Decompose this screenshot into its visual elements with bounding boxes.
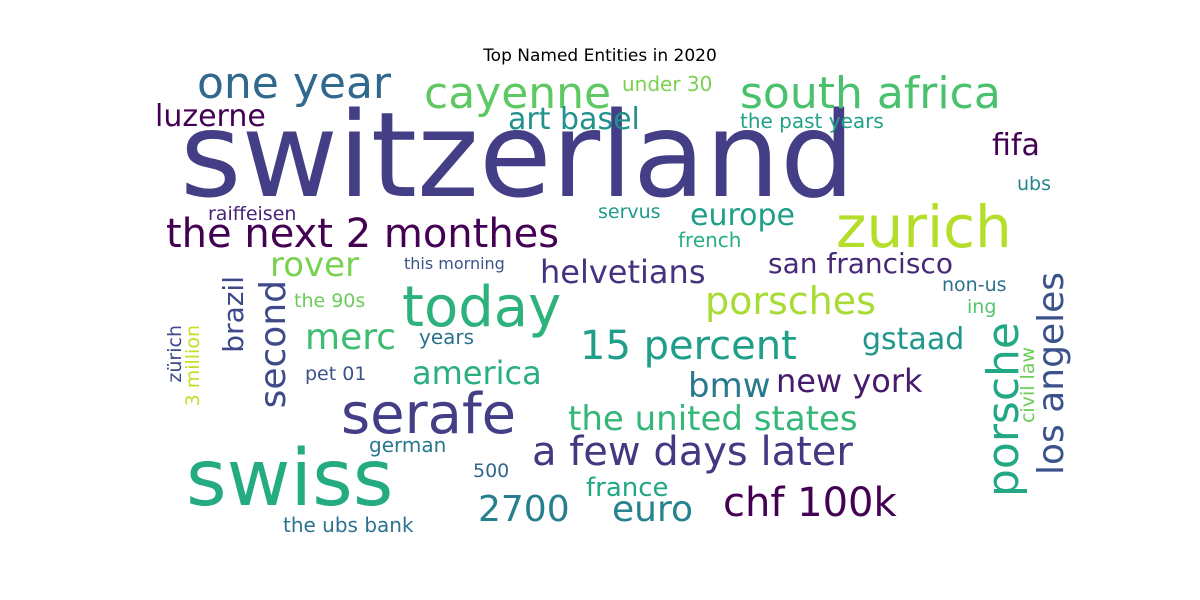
word-bmw: bmw [688, 366, 771, 406]
word-2700: 2700 [478, 489, 570, 530]
word-south-africa: south africa [740, 68, 1001, 119]
word-second: second [253, 280, 294, 409]
word-brazil: brazil [217, 276, 250, 353]
word-new-york: new york [776, 362, 923, 400]
word-europe: europe [690, 198, 795, 233]
word-under-30: under 30 [622, 72, 713, 96]
word-the-next-2-monthes: the next 2 monthes [166, 211, 560, 257]
word-america: america [412, 354, 542, 392]
word-rover: rover [270, 245, 360, 285]
chart-title: Top Named Entities in 2020 [483, 46, 717, 66]
word-the-united-states: the united states [568, 399, 858, 439]
word-one-year: one year [197, 58, 392, 109]
word-art-basel: art basel [508, 102, 640, 137]
word-switzerland: switzerland [180, 86, 855, 224]
word-non-us: non-us [942, 274, 1007, 296]
word-french: french [678, 228, 742, 252]
word-swiss: swiss [186, 434, 394, 524]
word-servus: servus [598, 201, 661, 223]
word-chf-100k: chf 100k [723, 480, 897, 526]
word-san-francisco: san francisco [768, 247, 953, 280]
word-the-ubs-bank: the ubs bank [283, 513, 414, 537]
word-euro: euro [612, 489, 693, 530]
word-ing: ing [967, 296, 997, 318]
word-zurich: zurich [836, 193, 1012, 261]
word-raiffeisen: raiffeisen [208, 203, 297, 225]
word-france: france [586, 473, 669, 503]
word-helvetians: helvetians [540, 253, 706, 291]
word-luzerne: luzerne [155, 99, 266, 134]
word-ubs: ubs [1017, 173, 1052, 195]
word-porsches: porsches [705, 279, 876, 323]
word-the-past-years: the past years [740, 109, 884, 133]
word-civil-law: civil law [1017, 347, 1039, 424]
word-15-percent: 15 percent [580, 323, 797, 369]
word-pet-01: pet 01 [305, 363, 367, 385]
word-years: years [419, 325, 475, 349]
word-today: today [402, 275, 562, 340]
word-german: german [369, 433, 447, 457]
word-fifa: fifa [992, 128, 1040, 163]
word-500: 500 [473, 460, 510, 482]
word-3-million: 3 million [182, 325, 204, 407]
word-this-morning: this morning [404, 254, 505, 273]
word-serafe: serafe [341, 382, 517, 447]
word-merc: merc [305, 317, 397, 358]
word-the-90s: the 90s [294, 290, 366, 312]
word-los-angeles: los angeles [1031, 272, 1072, 476]
word-gstaad: gstaad [862, 322, 965, 357]
word-cayenne: cayenne [424, 68, 612, 119]
word-a-few-days-later: a few days later [532, 429, 853, 475]
